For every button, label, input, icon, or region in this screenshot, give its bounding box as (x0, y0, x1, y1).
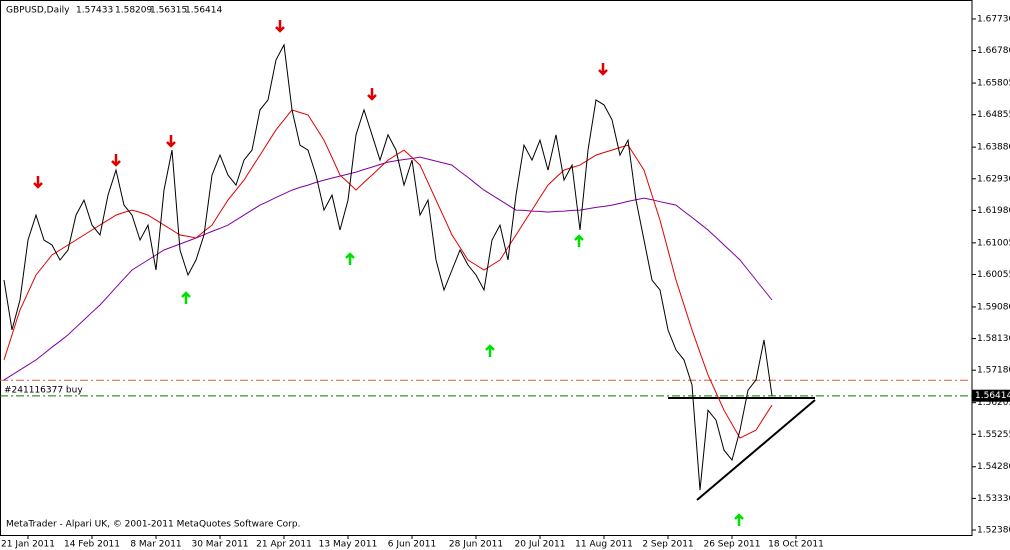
ohlc-open: 1.57433 (76, 6, 113, 16)
sell-arrow (275, 20, 285, 33)
copyright: MetaTrader - Alpari UK, © 2001-2011 Meta… (6, 520, 300, 530)
y-tick-label: 1.57180 (977, 366, 1010, 376)
x-tick-label: 6 Jun 2011 (388, 540, 436, 550)
y-tick-label: 1.62930 (977, 174, 1010, 184)
y-tick-label: 1.54280 (977, 462, 1010, 472)
sell-arrows (33, 20, 608, 189)
x-tick-label: 11 Aug 2011 (575, 540, 633, 550)
sell-arrow (598, 63, 608, 76)
price-box (972, 389, 1010, 402)
order-label: #241116377 buy (4, 385, 83, 395)
signal-arrows (33, 20, 744, 526)
x-tick-label: 13 May 2011 (319, 540, 378, 550)
y-tick-label: 1.55255 (977, 430, 1010, 440)
y-tick-label: 1.64855 (977, 110, 1010, 120)
y-tick-label: 1.53330 (977, 494, 1010, 504)
ohlc-high: 1.58209 (115, 6, 152, 16)
buy-arrow (574, 234, 584, 247)
price-box-label: 1.56414 (975, 391, 1010, 401)
trendline (696, 399, 816, 501)
y-tick-label: 1.56205 (977, 398, 1010, 408)
buy-arrow (345, 252, 355, 265)
y-tick-label: 1.65805 (977, 79, 1010, 89)
sell-arrow (33, 176, 43, 189)
sell-arrow (111, 154, 121, 167)
buy-arrow (181, 291, 191, 304)
x-tick-label: 18 Oct 2011 (768, 540, 824, 550)
ohlc-low: 1.56315 (150, 6, 187, 16)
price-line (3, 156, 773, 381)
buy-arrow (485, 344, 495, 357)
x-tick-label: 21 Apr 2011 (256, 540, 312, 550)
x-tick-label: 2 Sep 2011 (642, 540, 693, 550)
price-line (3, 109, 773, 439)
sell-arrow (166, 135, 176, 148)
x-tick-label: 26 Sep 2011 (703, 540, 760, 550)
y-tick-label: 1.58130 (977, 334, 1010, 344)
y-tick-label: 1.67730 (977, 14, 1010, 24)
y-tick-label: 1.63880 (977, 143, 1010, 153)
buy-arrow (734, 513, 744, 526)
y-tick-label: 1.59080 (977, 302, 1010, 312)
price-line (3, 43, 773, 491)
y-tick-label: 1.66780 (977, 46, 1010, 56)
x-tick-label: 30 Mar 2011 (191, 540, 248, 550)
x-tick-label: 14 Feb 2011 (64, 540, 120, 550)
y-tick-label: 1.52380 (977, 526, 1010, 536)
x-tick-label: 21 Jan 2011 (1, 540, 55, 550)
buy-arrows (181, 234, 744, 526)
plot-frame (0, 0, 973, 536)
x-tick-label: 20 Jul 2011 (515, 540, 566, 550)
ohlc-close: 1.56414 (185, 6, 222, 16)
x-tick-label: 28 Jun 2011 (449, 540, 503, 550)
y-tick-label: 1.61005 (977, 238, 1010, 248)
y-tick-label: 1.60055 (977, 270, 1010, 280)
chart-title: GBPUSD,Daily (6, 6, 70, 16)
y-tick-label: 1.61980 (977, 206, 1010, 216)
sell-arrow (367, 88, 377, 101)
x-tick-label: 8 Mar 2011 (130, 540, 181, 550)
header: GBPUSD,Daily 1.57433 1.58209 1.56315 1.5… (6, 6, 222, 16)
